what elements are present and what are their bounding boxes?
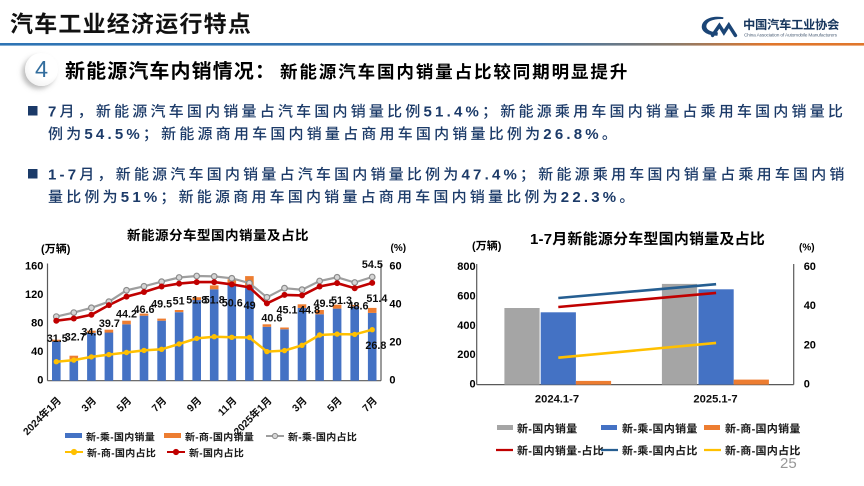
svg-text:-: - <box>528 424 532 436</box>
svg-text:(%): (%) <box>799 243 815 254</box>
svg-text:-: - <box>752 446 756 458</box>
svg-text:0: 0 <box>469 379 475 391</box>
svg-text:-: - <box>97 449 101 460</box>
svg-text:39.7: 39.7 <box>99 318 120 330</box>
svg-text:51.8: 51.8 <box>186 295 207 307</box>
svg-text:800: 800 <box>457 261 475 273</box>
svg-text:-: - <box>736 424 740 436</box>
svg-text:-: - <box>110 433 114 444</box>
svg-text:44.2: 44.2 <box>116 309 137 321</box>
svg-text:2024.1-7: 2024.1-7 <box>535 394 579 406</box>
svg-text:54.5: 54.5 <box>362 259 383 271</box>
svg-text:-: - <box>199 449 203 460</box>
svg-text:51: 51 <box>173 295 185 307</box>
svg-text:49: 49 <box>244 300 256 312</box>
svg-text:60: 60 <box>804 261 816 273</box>
svg-text:(: ( <box>41 244 45 256</box>
svg-text:48.6: 48.6 <box>347 300 368 312</box>
svg-text:-: - <box>649 424 653 436</box>
svg-text:40: 40 <box>389 299 401 311</box>
svg-text:44.8: 44.8 <box>299 305 320 317</box>
svg-text:2025.1-7: 2025.1-7 <box>693 394 737 406</box>
svg-text:1-7: 1-7 <box>48 167 79 184</box>
svg-text:): ) <box>498 241 502 253</box>
svg-text:China Association of Automobil: China Association of Automobile Manufact… <box>744 33 838 39</box>
svg-text:31.5: 31.5 <box>47 333 68 345</box>
svg-text:-: - <box>209 433 213 444</box>
svg-text:200: 200 <box>457 349 475 361</box>
svg-text:47.4%: 47.4% <box>462 167 521 184</box>
svg-text:51.3: 51.3 <box>331 295 352 307</box>
svg-text:7: 7 <box>48 104 60 121</box>
svg-text:25: 25 <box>780 455 797 472</box>
svg-text:400: 400 <box>457 320 475 332</box>
svg-text:49.5: 49.5 <box>151 299 172 311</box>
svg-text:0: 0 <box>37 375 43 387</box>
svg-text:51.4%: 51.4% <box>424 104 483 121</box>
svg-text:20: 20 <box>804 339 816 351</box>
svg-text:): ) <box>67 244 71 256</box>
svg-text:600: 600 <box>457 290 475 302</box>
svg-text:(%): (%) <box>391 243 407 254</box>
svg-text:0: 0 <box>804 379 810 391</box>
svg-text:51.4: 51.4 <box>366 293 387 305</box>
svg-text:60: 60 <box>389 261 401 273</box>
svg-text:-: - <box>578 446 582 458</box>
svg-text:80: 80 <box>31 318 43 330</box>
svg-text:2024: 2024 <box>22 414 46 438</box>
svg-text:1-7: 1-7 <box>530 231 552 248</box>
svg-text:(: ( <box>472 241 476 253</box>
svg-text:40.6: 40.6 <box>261 313 282 325</box>
svg-text:22.3%: 22.3% <box>561 189 620 206</box>
svg-text:51%: 51% <box>121 189 161 206</box>
svg-text:54.5%: 54.5% <box>84 126 143 143</box>
svg-text:-: - <box>298 433 302 444</box>
svg-text:-: - <box>752 424 756 436</box>
svg-text:32.7: 32.7 <box>65 331 86 343</box>
svg-text:46.6: 46.6 <box>133 304 154 316</box>
svg-text:0: 0 <box>389 375 395 387</box>
svg-text:51.8: 51.8 <box>204 295 225 307</box>
svg-text:-: - <box>736 446 740 458</box>
svg-text:-: - <box>96 433 100 444</box>
svg-text:50.6: 50.6 <box>222 297 243 309</box>
svg-text:-: - <box>633 424 637 436</box>
svg-text:120: 120 <box>25 289 43 301</box>
svg-text:160: 160 <box>25 261 43 273</box>
svg-text:26.8%: 26.8% <box>543 126 602 143</box>
svg-text:-: - <box>312 433 316 444</box>
svg-text:26.8: 26.8 <box>365 340 386 352</box>
svg-text:49.5: 49.5 <box>313 298 334 310</box>
svg-text:-: - <box>633 446 637 458</box>
svg-text:20: 20 <box>389 337 401 349</box>
svg-text:-: - <box>111 449 115 460</box>
svg-text:34.6: 34.6 <box>81 327 102 339</box>
svg-text:45.1: 45.1 <box>276 305 297 317</box>
svg-text:-: - <box>649 446 653 458</box>
svg-text:40: 40 <box>31 346 43 358</box>
svg-text:2025: 2025 <box>232 414 256 438</box>
svg-text:-: - <box>195 433 199 444</box>
svg-text:-: - <box>528 446 532 458</box>
svg-text:40: 40 <box>804 300 816 312</box>
